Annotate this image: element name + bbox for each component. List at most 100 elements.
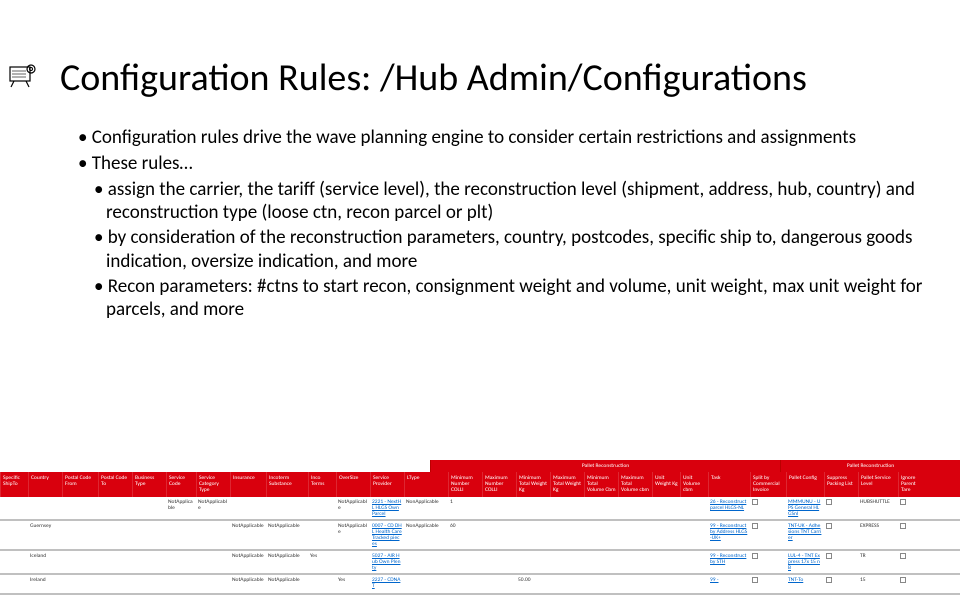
table-cell [62,575,98,593]
table-cell [618,521,652,549]
table-cell: NotApplicable [336,497,370,519]
checkbox-icon[interactable] [900,577,906,583]
table-cell [550,521,584,549]
table-cell [196,575,230,593]
table-cell: 2227 - CDNAT [370,575,404,593]
table-cell [132,575,166,593]
table-cell [898,575,928,593]
table-cell [166,575,196,593]
cell-link[interactable]: 5027 - AIR Hub Own Plenty [372,553,400,571]
checkbox-icon[interactable] [900,553,906,559]
table-cell: 60 [448,521,482,549]
table-cell [166,521,196,549]
table-cell: 5027 - AIR Hub Own Plenty [370,551,404,573]
checkbox-icon[interactable] [826,577,832,583]
column-header: Ignore Parent Tare [898,472,928,496]
cell-link[interactable]: 2227 - CDNAT [372,577,400,589]
table-cell: NotApplicable [266,575,308,593]
table-cell [584,521,618,549]
table-cell [62,521,98,549]
table-cell [132,497,166,519]
table-row: IcelandNotApplicableNotApplicableYes5027… [0,551,960,575]
checkbox-icon[interactable] [826,523,832,529]
table-cell: NonApplicable [404,497,448,519]
table-cell [404,551,448,573]
table-cell: 0007 - CD DHL Health Care Tracked pieces [370,521,404,549]
table-cell [652,521,680,549]
table-cell [652,551,680,573]
column-header: Maximum Total Weight Kg [550,472,584,496]
table-cell [0,497,28,519]
cell-link[interactable]: 99 - Reconstruct by STH [710,553,746,565]
column-header: Maximum Number COLLI [482,472,516,496]
config-table: Pallet Reconstruction Pallet Reconstruct… [0,460,960,595]
table-cell [824,551,858,573]
checkbox-icon[interactable] [752,523,758,529]
table-cell: NotApplicable [166,497,196,519]
table-row: IrelandNotApplicableNotApplicableYes2227… [0,575,960,595]
cell-link[interactable]: MMMUNU - UPS General HLGSnl [788,499,820,517]
table-cell [230,497,266,519]
table-cell: Iceland [28,551,62,573]
table-cell [0,575,28,593]
cell-link[interactable]: 99 - Reconstruct by Address HLGS-UK+ [710,523,747,541]
table-cell [482,575,516,593]
checkbox-icon[interactable] [752,577,758,583]
table-cell [680,551,708,573]
table-cell [404,575,448,593]
section-header: Pallet Reconstruction [780,460,960,472]
table-cell [898,521,928,549]
table-cell [98,521,132,549]
table-cell [618,575,652,593]
table-cell: NotApplicable [230,551,266,573]
cell-link[interactable]: 26 - Reconstruct parcel HLGS-NL [710,499,746,511]
table-cell [824,497,858,519]
table-cell [336,551,370,573]
cell-link[interactable]: 2221 - NextHL HLGS Own Parcel [372,499,401,517]
column-header: Suppress Packing List [824,472,858,496]
table-cell [28,497,62,519]
bullet-l2: Recon parameters: #ctns to start recon, … [94,275,960,323]
table-cell: 15 [858,575,898,593]
checkbox-icon[interactable] [826,499,832,505]
table-cell [550,497,584,519]
bullet-l2: by consideration of the reconstruction p… [94,226,960,274]
cell-link[interactable]: 99 - [710,577,719,583]
table-cell [482,497,516,519]
table-cell [652,497,680,519]
cell-link[interactable]: TNT-To [788,577,803,583]
table-cell [750,575,786,593]
table-cell [550,551,584,573]
table-cell: NotApplicable [266,521,308,549]
table-cell: MMMUNU - UPS General HLGSnl [786,497,824,519]
checkbox-icon[interactable] [752,553,758,559]
checkbox-icon[interactable] [752,499,758,505]
table-cell [824,575,858,593]
table-cell: TNT-UK - Adhesions TNT Carrier [786,521,824,549]
column-header: Unit Weight Kg [652,472,680,496]
table-cell [750,551,786,573]
table-cell [584,551,618,573]
column-header-row: Specific ShipToCountryPostal Code FromPo… [0,472,960,496]
cell-link[interactable]: TNT-UK - Adhesions TNT Carrier [788,523,821,541]
table-cell: NotApplicable [266,551,308,573]
checkbox-icon[interactable] [900,499,906,505]
column-header: Minimum Total Volume Cbm [584,472,618,496]
table-cell [482,521,516,549]
checkbox-icon[interactable] [900,523,906,529]
table-cell [516,497,550,519]
table-cell [98,575,132,593]
table-cell [448,551,482,573]
cell-link[interactable]: 0007 - CD DHL Health Care Tracked pieces [372,523,402,547]
table-cell [62,497,98,519]
column-header: Pallet Service Level [858,472,898,496]
column-header: Country [28,472,62,496]
table-cell [0,551,28,573]
table-cell [618,551,652,573]
checkbox-icon[interactable] [826,553,832,559]
column-header: Business Type [132,472,166,496]
table-cell [132,551,166,573]
table-cell [750,521,786,549]
bullet-block: Configuration rules drive the wave plann… [60,126,960,322]
cell-link[interactable]: LUL-4 - TNT Express 17x 15 nB [788,553,820,571]
